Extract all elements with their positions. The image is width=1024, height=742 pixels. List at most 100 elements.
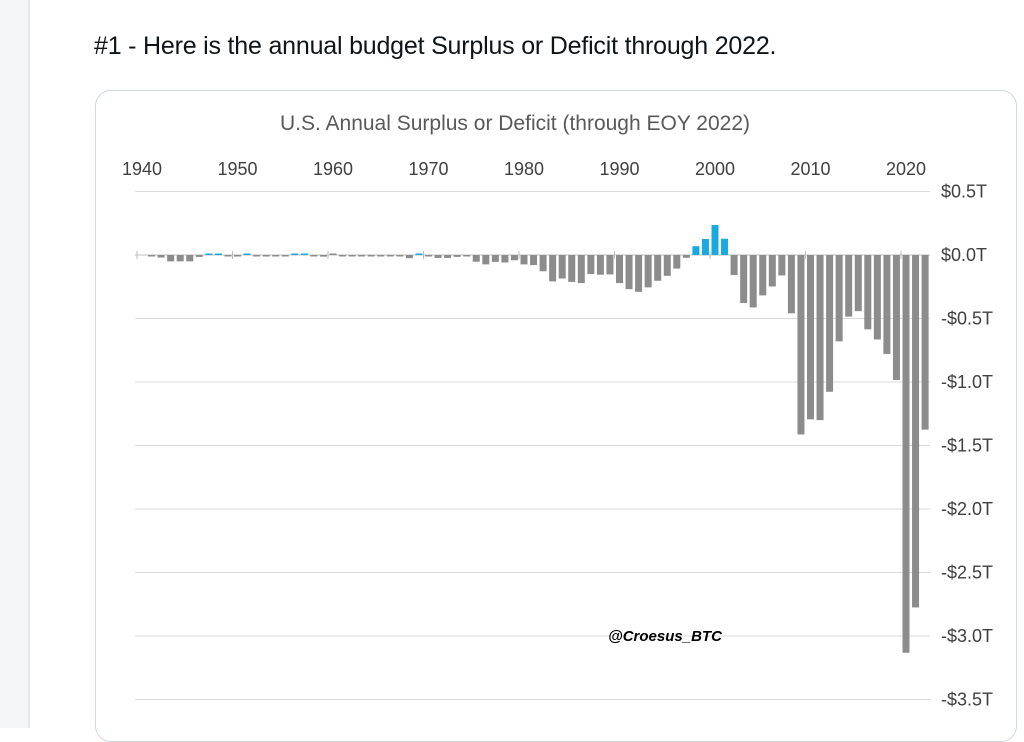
- bar-1949: [224, 255, 232, 257]
- bar-1943: [167, 255, 175, 262]
- bar-1984: [558, 255, 566, 279]
- bar-2003: [740, 255, 748, 304]
- bar-1957: [300, 253, 308, 255]
- bar-1953: [262, 255, 270, 257]
- bar-1946: [195, 255, 203, 257]
- y-tick-label: -$2.0T: [941, 499, 993, 519]
- x-tick-label: 1960: [313, 159, 353, 179]
- tweet-text: #1 - Here is the annual budget Surplus o…: [94, 32, 777, 60]
- bar-2001: [721, 238, 729, 255]
- bar-1945: [186, 255, 194, 262]
- bar-2010: [807, 255, 814, 420]
- bar-2018: [883, 255, 891, 354]
- bar-1974: [463, 255, 471, 257]
- bar-1971: [434, 255, 442, 258]
- bar-1941: [148, 255, 156, 257]
- bar-1967: [396, 255, 404, 257]
- bar-2007: [778, 255, 786, 276]
- bar-1968: [405, 255, 413, 259]
- bar-2013: [835, 255, 843, 342]
- bar-1978: [501, 255, 509, 263]
- bar-2014: [845, 255, 853, 317]
- y-axis-tick-labels: $0.5T $0.0T -$0.5T -$1.0T -$1.5T -$2.0T -$2.5T…: [941, 182, 993, 710]
- bar-1964: [367, 255, 375, 257]
- x-tick-label: 2020: [886, 159, 926, 179]
- bar-1959: [319, 255, 327, 257]
- x-axis-tick-labels: 1940 1950 1960 1970 1980 1990 2000 2010 2020: [122, 159, 926, 179]
- bar-1963: [358, 255, 366, 257]
- bar-2004: [749, 255, 757, 308]
- bar-1962: [348, 255, 356, 257]
- bar-1960: [329, 253, 337, 255]
- bar-2008: [787, 255, 795, 314]
- bar-1991: [625, 255, 633, 290]
- x-tick-label: 1990: [599, 159, 639, 179]
- bar-1969: [415, 253, 423, 255]
- bar-1976: [482, 255, 490, 265]
- y-tick-label: -$2.5T: [941, 563, 993, 583]
- bar-1955: [281, 255, 289, 257]
- bar-1958: [310, 255, 318, 257]
- bar-1952: [253, 255, 261, 257]
- watermark-handle: @Croesus_BTC: [608, 628, 723, 645]
- y-tick-label: $0.5T: [941, 182, 987, 202]
- bar-1956: [291, 253, 299, 255]
- bar-1997: [682, 255, 690, 258]
- bar-1972: [444, 255, 452, 258]
- bar-1954: [272, 255, 280, 257]
- x-tick-label: 2000: [695, 159, 735, 179]
- bar-2011: [816, 255, 824, 421]
- bar-1994: [654, 255, 662, 281]
- bar-2022: [921, 255, 929, 430]
- y-tick-label: -$3.5T: [941, 690, 993, 710]
- bar-2015: [854, 255, 862, 312]
- y-tick-label: -$1.5T: [941, 436, 993, 456]
- bar-1993: [644, 255, 652, 288]
- bar-2009: [797, 255, 805, 435]
- tweet-media-card[interactable]: [95, 90, 1017, 742]
- x-tick-label: 2010: [790, 159, 830, 179]
- bar-2021: [912, 255, 920, 608]
- bar-1977: [491, 255, 499, 262]
- bar-1989: [606, 255, 614, 275]
- thread-connector-line: [0, 0, 30, 728]
- bar-1965: [377, 255, 385, 257]
- bar-1985: [568, 255, 576, 282]
- bar-2012: [826, 255, 834, 392]
- bar-1947: [205, 253, 213, 255]
- bar-1966: [386, 255, 394, 257]
- bar-1996: [673, 255, 681, 269]
- bar-1942: [157, 255, 165, 258]
- bar-1987: [587, 255, 595, 275]
- y-tick-label: -$0.5T: [941, 309, 993, 329]
- x-tick-label: 1950: [217, 159, 257, 179]
- x-tick-label: 1970: [408, 159, 448, 179]
- chart-title: U.S. Annual Surplus or Deficit (through …: [279, 112, 751, 135]
- bar-1950: [234, 255, 241, 257]
- bar-1986: [577, 255, 585, 284]
- y-tick-label: $0.0T: [941, 245, 987, 265]
- bar-2005: [759, 255, 767, 296]
- x-tick-label: 1980: [504, 159, 544, 179]
- bar-1998: [692, 246, 700, 255]
- bar-1979: [510, 255, 518, 261]
- bar-1990: [616, 255, 623, 284]
- bar-2019: [892, 255, 900, 380]
- x-tick-label: 1940: [122, 159, 162, 179]
- bar-1980: [520, 255, 528, 265]
- bar-1995: [663, 255, 671, 276]
- bar-1981: [530, 255, 538, 266]
- bar-1951: [243, 253, 251, 255]
- bar-1948: [214, 253, 222, 255]
- bar-2017: [873, 255, 881, 340]
- bar-2002: [730, 255, 738, 276]
- bar-1992: [635, 255, 643, 292]
- bar-1973: [453, 255, 461, 257]
- bar-2016: [864, 255, 872, 330]
- bar-2000: [711, 225, 719, 255]
- bar-1944: [176, 255, 184, 262]
- chart-bars: [148, 225, 929, 653]
- bar-2006: [768, 255, 776, 287]
- bar-1975: [472, 255, 480, 262]
